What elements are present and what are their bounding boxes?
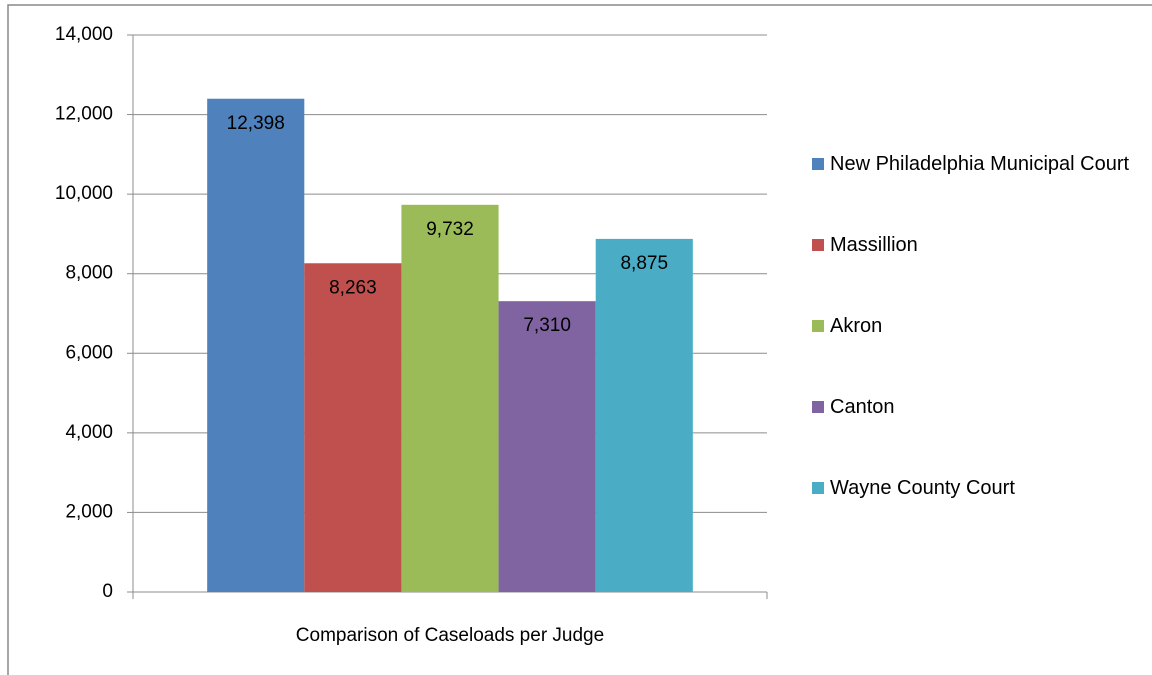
bar [401,204,499,593]
legend-label: Canton [830,396,895,418]
legend-swatch [812,239,824,251]
chart-border [7,4,1152,675]
legend-label: Wayne County Court [830,477,1015,499]
y-tick-label: 0 [102,581,113,602]
legend-entry: New Philadelphia Municipal Court [812,150,1130,178]
bar [207,98,305,592]
x-tick-label: Comparison of Caseloads per Judge [296,625,604,646]
legend-swatch [812,401,824,413]
bar [304,263,402,592]
data-label: 8,263 [329,277,377,298]
y-tick-label: 8,000 [65,263,113,284]
legend-swatch [812,320,824,332]
y-tick-label: 14,000 [55,24,113,45]
y-tick-label: 2,000 [65,501,113,522]
legend-entry: Massillion [812,231,1130,259]
y-tick-label: 12,000 [55,104,113,125]
bar [498,301,596,592]
legend-label: New Philadelphia Municipal Court [830,153,1130,175]
y-tick-label: 10,000 [55,183,113,204]
legend-label: Massillion [830,234,918,256]
data-label: 8,875 [620,253,668,274]
legend-swatch [812,158,824,170]
legend-label: Akron [830,315,883,337]
data-label: 12,398 [227,113,285,134]
legend-entry: Wayne County Court [812,474,1130,502]
data-label: 9,732 [426,219,474,240]
legend-entry: Akron [812,312,1130,340]
y-tick-label: 6,000 [65,342,113,363]
legend-entry: Canton [812,393,1130,421]
data-label: 7,310 [523,315,571,336]
y-tick-label: 4,000 [65,422,113,443]
bar [595,238,693,592]
legend-swatch [812,482,824,494]
